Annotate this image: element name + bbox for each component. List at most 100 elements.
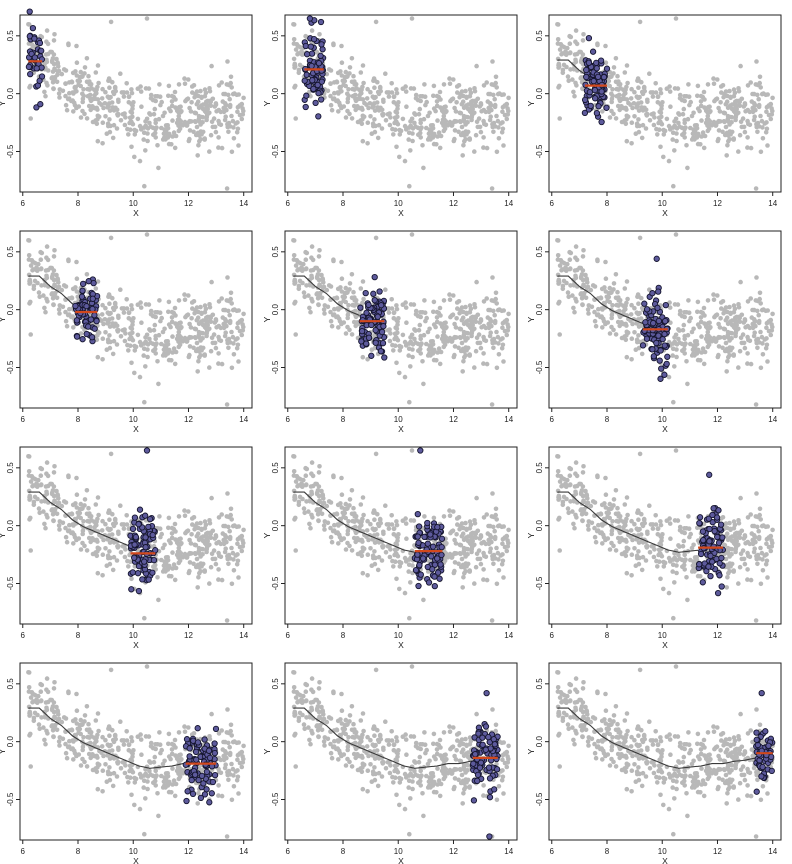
background-point bbox=[194, 556, 200, 562]
highlight-point bbox=[415, 523, 423, 530]
background-point bbox=[64, 107, 70, 113]
background-point bbox=[372, 108, 378, 113]
background-point bbox=[568, 50, 573, 55]
background-point bbox=[403, 521, 409, 526]
background-point bbox=[417, 106, 423, 112]
background-point bbox=[70, 98, 75, 103]
highlight-point bbox=[368, 352, 375, 359]
background-point bbox=[151, 327, 157, 333]
background-point bbox=[155, 310, 160, 315]
background-point bbox=[459, 305, 465, 310]
background-point bbox=[193, 542, 199, 548]
background-point bbox=[193, 119, 198, 125]
background-point bbox=[121, 310, 127, 315]
background-point bbox=[484, 296, 490, 301]
background-point bbox=[328, 93, 333, 99]
background-point bbox=[70, 70, 76, 76]
background-point bbox=[722, 335, 727, 341]
background-point bbox=[137, 339, 143, 345]
background-point bbox=[176, 555, 181, 560]
background-point bbox=[135, 116, 141, 122]
background-point bbox=[360, 279, 366, 284]
background-point bbox=[683, 125, 688, 130]
background-point bbox=[228, 80, 233, 86]
background-point bbox=[494, 365, 500, 371]
background-point bbox=[205, 98, 210, 104]
background-point bbox=[187, 352, 192, 358]
background-point bbox=[424, 125, 429, 131]
background-point bbox=[369, 131, 375, 136]
background-point bbox=[618, 96, 624, 102]
background-point bbox=[342, 78, 348, 84]
background-point bbox=[395, 103, 400, 108]
chart-panel-6: 6 8 10 12 14-0.50.00.5XY bbox=[526, 230, 782, 434]
highlight-point bbox=[653, 339, 660, 347]
background-point bbox=[492, 104, 498, 110]
background-point bbox=[756, 96, 761, 102]
background-point bbox=[629, 120, 635, 125]
background-point bbox=[504, 318, 509, 323]
background-point bbox=[143, 86, 149, 91]
background-point bbox=[186, 119, 192, 125]
highlight-point bbox=[318, 78, 325, 85]
background-point bbox=[467, 569, 473, 574]
highlight-point bbox=[146, 515, 154, 523]
highlight-point bbox=[318, 96, 325, 103]
background-point bbox=[152, 322, 158, 328]
background-point bbox=[757, 296, 762, 302]
background-point bbox=[407, 183, 412, 189]
background-point bbox=[720, 345, 725, 351]
background-point bbox=[43, 93, 48, 99]
background-point bbox=[691, 352, 696, 358]
plot-frame bbox=[548, 14, 782, 193]
background-point bbox=[456, 345, 461, 351]
background-point bbox=[478, 129, 484, 135]
background-point bbox=[685, 165, 690, 171]
background-point bbox=[580, 277, 586, 283]
x-tick-label: 12 bbox=[449, 199, 458, 208]
highlight-point bbox=[372, 327, 379, 334]
background-point bbox=[701, 305, 707, 311]
background-point bbox=[723, 101, 729, 107]
background-point bbox=[387, 111, 392, 116]
highlight-point bbox=[372, 339, 379, 346]
background-point bbox=[213, 345, 219, 351]
background-point bbox=[427, 110, 432, 116]
background-point bbox=[129, 306, 135, 312]
background-point bbox=[699, 118, 704, 123]
background-point bbox=[52, 292, 57, 298]
background-point bbox=[558, 258, 564, 263]
highlight-point bbox=[659, 336, 666, 343]
highlight-point bbox=[431, 561, 439, 568]
background-point bbox=[212, 124, 218, 130]
background-point bbox=[506, 527, 511, 533]
background-point bbox=[122, 111, 127, 116]
background-point bbox=[103, 546, 108, 551]
background-point bbox=[478, 533, 484, 538]
background-point bbox=[494, 329, 499, 335]
background-point bbox=[489, 539, 494, 545]
background-point bbox=[222, 317, 228, 322]
background-point bbox=[564, 266, 569, 272]
background-point bbox=[472, 304, 478, 310]
background-point bbox=[28, 548, 33, 553]
background-point bbox=[90, 119, 96, 125]
background-point bbox=[452, 128, 458, 133]
background-point bbox=[70, 530, 75, 535]
background-point bbox=[124, 81, 129, 86]
background-point bbox=[635, 292, 641, 297]
background-point bbox=[391, 532, 397, 537]
x-tick-label: 14 bbox=[768, 199, 777, 208]
highlight-point bbox=[377, 348, 385, 355]
background-point bbox=[617, 323, 622, 329]
background-point bbox=[360, 545, 366, 551]
background-point bbox=[371, 123, 376, 129]
background-point bbox=[611, 327, 616, 333]
background-point bbox=[699, 334, 704, 339]
background-point bbox=[500, 325, 505, 331]
background-point bbox=[391, 100, 397, 105]
background-point bbox=[727, 304, 732, 310]
background-point bbox=[755, 308, 760, 314]
background-point bbox=[419, 125, 424, 130]
background-point bbox=[723, 317, 729, 323]
